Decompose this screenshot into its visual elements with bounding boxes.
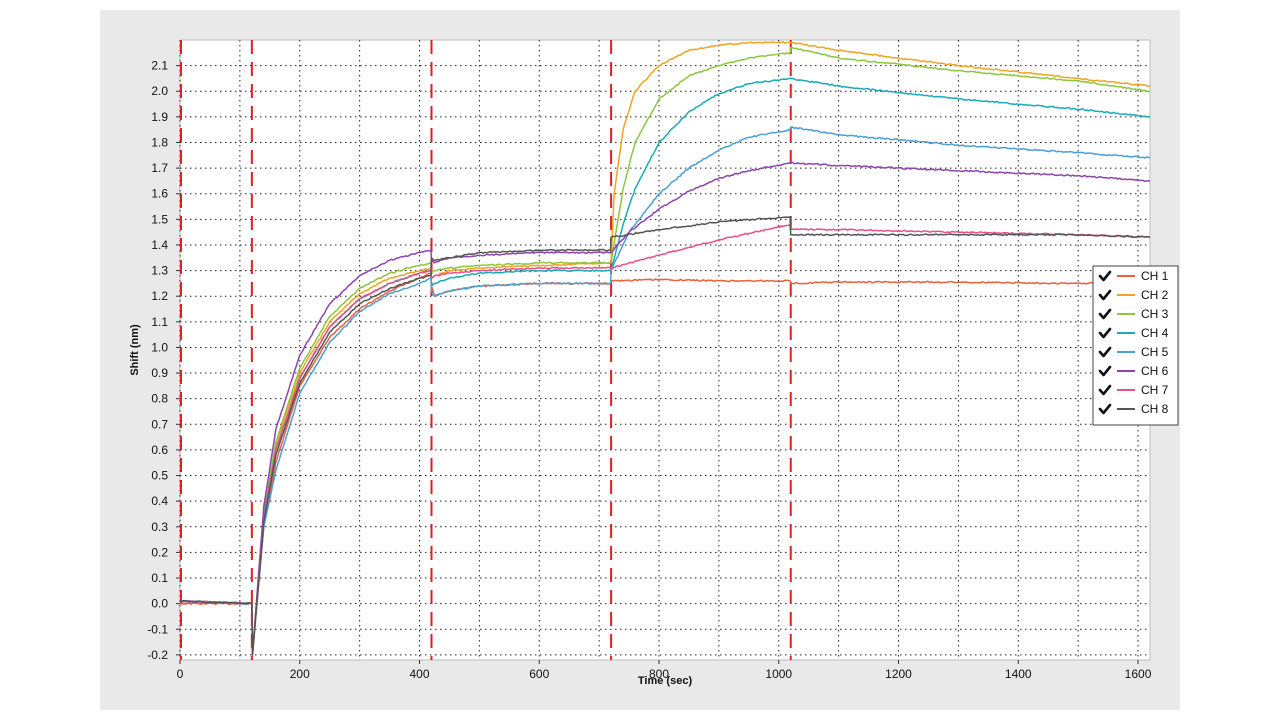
legend-label-ch8: CH 8 [1141,402,1169,416]
x-tick-label: 1600 [1125,667,1152,681]
legend-label-ch1: CH 1 [1141,269,1169,283]
checkmark-icon[interactable] [1098,403,1112,415]
y-tick-label: 0.3 [151,520,168,534]
y-tick-label: 2.0 [151,84,168,98]
y-tick-label: 1.2 [151,289,168,303]
x-tick-label: 200 [290,667,310,681]
checkmark-icon[interactable] [1098,346,1112,358]
checkmark-icon[interactable] [1098,327,1112,339]
legend-label-ch5: CH 5 [1141,345,1169,359]
y-tick-label: 1.7 [151,161,168,175]
x-tick-label: 1200 [885,667,912,681]
y-tick-label: 1.5 [151,212,168,226]
y-tick-label: 0.0 [151,597,168,611]
series-line-ch5 [179,126,1151,656]
y-tick-label: 0.5 [151,469,168,483]
y-axis-label: Shift (nm) [129,324,141,376]
y-tick-label: -0.1 [147,622,168,636]
legend-label-ch2: CH 2 [1141,288,1169,302]
step-markers [180,40,792,660]
series-line-ch3 [180,46,1151,656]
checkmark-icon[interactable] [1098,289,1112,301]
series-line-ch1 [179,272,1151,656]
y-tick-label: 0.6 [151,443,168,457]
y-tick-label: 1.1 [151,315,168,329]
legend-label-ch3: CH 3 [1141,307,1169,321]
chart-frame: -0.2 -0.1 0.0 0.1 0.2 0.3 0.4 0.5 0.6 0.7 0.8 0.9 1.… [100,10,1180,710]
y-tick-label: 1.0 [151,340,168,354]
x-tick-label: 1000 [765,667,792,681]
x-tick-label: 0 [177,667,184,681]
checkmark-icon[interactable] [1098,308,1112,320]
chart-canvas: -0.2 -0.1 0.0 0.1 0.2 0.3 0.4 0.5 0.6 0.7 0.8 0.9 1.… [129,39,1179,687]
series-group [179,41,1151,656]
y-tick-label: 0.4 [151,494,168,508]
y-tick-label: 0.9 [151,366,168,380]
y-tick-label: 1.9 [151,110,168,124]
legend-label-ch6: CH 6 [1141,364,1169,378]
series-line-ch2 [179,41,1151,656]
y-axis-ticks: -0.2 -0.1 0.0 0.1 0.2 0.3 0.4 0.5 0.6 0.7 0.8 0.9 1.… [147,59,180,662]
x-tick-label: 600 [529,667,549,681]
x-tick-label: 400 [409,667,429,681]
checkmark-icon[interactable] [1098,365,1112,377]
series-line-ch8 [179,216,1151,656]
x-tick-label: 1400 [1005,667,1032,681]
x-axis-label: Time (sec) [638,675,693,687]
y-tick-label: 0.2 [151,545,168,559]
legend-label-ch4: CH 4 [1141,326,1169,340]
series-line-ch6 [179,161,1150,656]
y-tick-label: 0.7 [151,417,168,431]
legend: CH 1 CH 2 CH 3 CH 4 CH 5 CH 6 CH 7 CH 8 [1092,265,1179,426]
y-tick-label: 1.8 [151,135,168,149]
y-tick-label: 1.4 [151,238,168,252]
y-tick-label: 1.3 [151,264,168,278]
y-tick-label: 2.1 [151,59,168,73]
plot-area [179,39,1151,661]
y-tick-label: 0.8 [151,392,168,406]
checkmark-icon[interactable] [1098,270,1112,282]
y-tick-label: 0.1 [151,571,168,585]
x-axis-ticks: 0 200 400 600 800 1000 1200 1400 1600 [177,660,1152,681]
y-tick-label: 1.6 [151,187,168,201]
y-tick-label: -0.2 [147,648,168,662]
x-tick-label: 800 [649,667,669,681]
checkmark-icon[interactable] [1098,384,1112,396]
legend-label-ch7: CH 7 [1141,383,1169,397]
series-line-ch7 [179,223,1151,656]
